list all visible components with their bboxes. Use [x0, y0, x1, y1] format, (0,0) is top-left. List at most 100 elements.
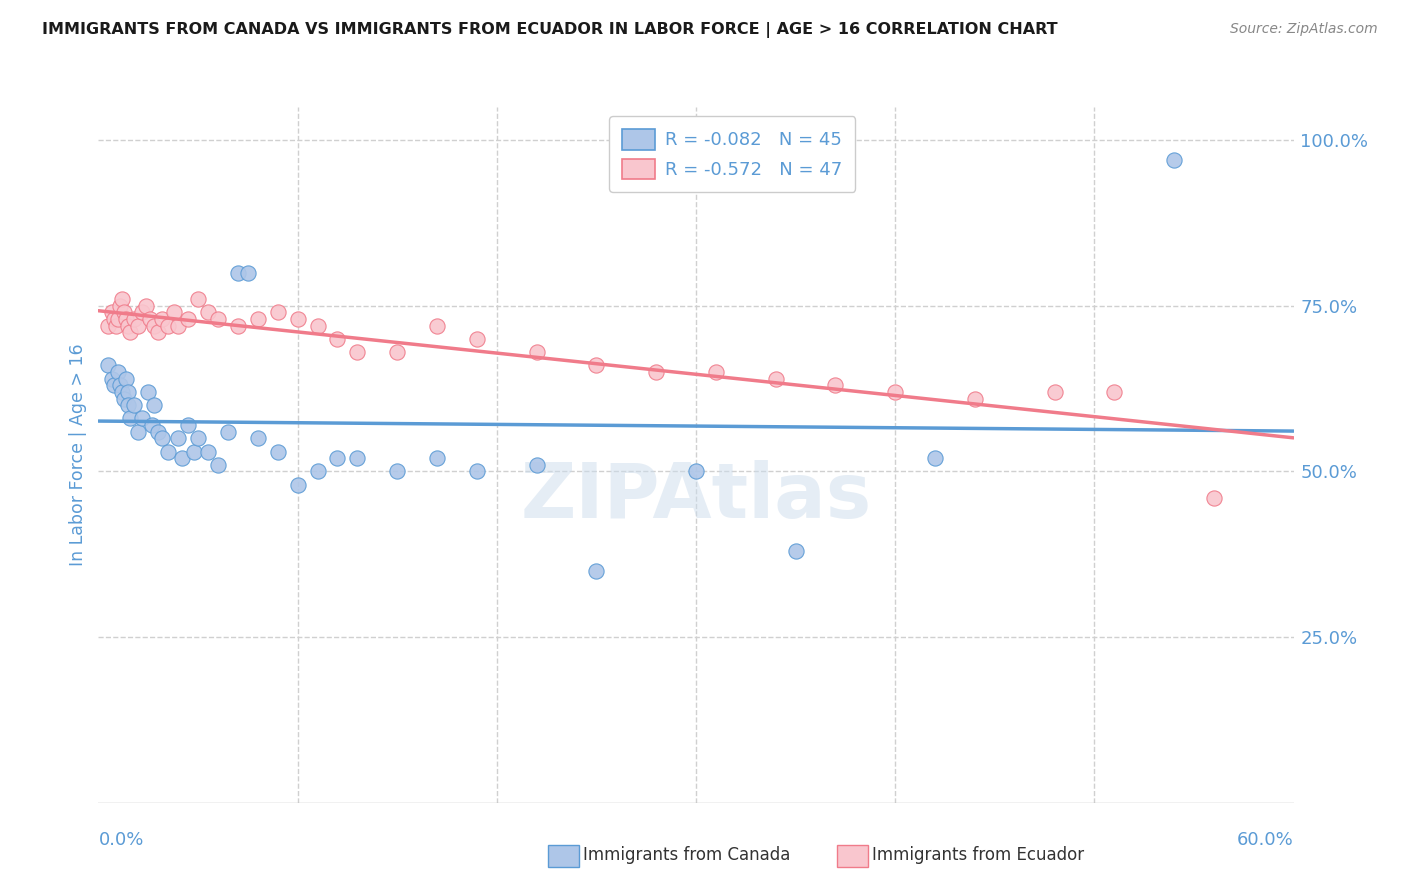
Point [585, 564, 607, 578]
Point [150, 431, 173, 445]
Point [765, 372, 787, 386]
Point [385, 345, 409, 359]
Point [197, 444, 219, 458]
Point [117, 384, 139, 399]
Text: 0.0%: 0.0% [98, 830, 143, 848]
Point [117, 398, 139, 412]
Point [585, 359, 607, 373]
Text: IMMIGRANTS FROM CANADA VS IMMIGRANTS FROM ECUADOR IN LABOR FORCE | AGE > 16 CORR: IMMIGRANTS FROM CANADA VS IMMIGRANTS FRO… [42, 22, 1057, 38]
Point [526, 458, 548, 472]
Point [136, 384, 159, 399]
Point [103, 378, 125, 392]
Point [207, 312, 229, 326]
Point [150, 312, 173, 326]
Point [1163, 153, 1185, 167]
Point [187, 431, 209, 445]
Point [704, 365, 727, 379]
Point [924, 451, 946, 466]
Point [120, 411, 142, 425]
Point [217, 425, 239, 439]
Point [141, 418, 163, 433]
Point [183, 444, 205, 458]
Point [884, 384, 907, 399]
Point [307, 318, 329, 333]
Point [346, 345, 368, 359]
Point [1102, 384, 1125, 399]
Point [426, 451, 449, 466]
Point [526, 345, 548, 359]
Point [148, 425, 170, 439]
Point [167, 431, 190, 445]
Y-axis label: In Labor Force | Age > 16: In Labor Force | Age > 16 [69, 343, 87, 566]
Point [110, 378, 132, 392]
Point [112, 392, 135, 406]
Point [115, 312, 138, 326]
Point [177, 312, 200, 326]
Point [124, 398, 146, 412]
Point [246, 431, 269, 445]
Text: ZIPAtlas: ZIPAtlas [520, 459, 872, 533]
Point [131, 305, 153, 319]
Point [465, 332, 488, 346]
Legend: R = -0.082   N = 45, R = -0.572   N = 47: R = -0.082 N = 45, R = -0.572 N = 47 [609, 116, 855, 192]
Point [135, 299, 157, 313]
Point [120, 326, 142, 340]
Point [167, 318, 190, 333]
Point [326, 451, 349, 466]
Point [97, 359, 120, 373]
Point [115, 372, 138, 386]
Point [287, 477, 309, 491]
Point [111, 292, 134, 306]
Point [177, 418, 200, 433]
Point [101, 305, 124, 319]
Point [127, 318, 149, 333]
Point [117, 318, 139, 333]
Point [267, 305, 290, 319]
Point [307, 465, 329, 479]
Point [105, 318, 128, 333]
Text: Source: ZipAtlas.com: Source: ZipAtlas.com [1230, 22, 1378, 37]
Text: Immigrants from Ecuador: Immigrants from Ecuador [872, 847, 1084, 864]
Point [157, 318, 180, 333]
Point [124, 312, 146, 326]
Point [172, 451, 194, 466]
Point [187, 292, 209, 306]
Point [1043, 384, 1066, 399]
Point [139, 312, 162, 326]
Point [963, 392, 986, 406]
Point [111, 384, 134, 399]
Point [267, 444, 290, 458]
Point [112, 305, 135, 319]
Point [226, 318, 249, 333]
Point [226, 266, 249, 280]
Point [824, 378, 846, 392]
Point [246, 312, 269, 326]
Point [1202, 491, 1225, 505]
Point [197, 305, 219, 319]
Point [103, 312, 125, 326]
Point [645, 365, 668, 379]
Point [326, 332, 349, 346]
Point [148, 326, 170, 340]
Point [127, 425, 149, 439]
Text: Immigrants from Canada: Immigrants from Canada [583, 847, 790, 864]
Point [385, 465, 409, 479]
Point [287, 312, 309, 326]
Text: 60.0%: 60.0% [1237, 830, 1294, 848]
Point [346, 451, 368, 466]
Point [143, 398, 166, 412]
Point [685, 465, 707, 479]
Point [110, 299, 132, 313]
Point [107, 312, 129, 326]
Point [157, 444, 180, 458]
Point [465, 465, 488, 479]
Point [163, 305, 186, 319]
Point [426, 318, 449, 333]
Point [107, 365, 129, 379]
Point [143, 318, 166, 333]
Point [785, 544, 807, 558]
Point [101, 372, 124, 386]
Point [236, 266, 259, 280]
Point [97, 318, 120, 333]
Point [207, 458, 229, 472]
